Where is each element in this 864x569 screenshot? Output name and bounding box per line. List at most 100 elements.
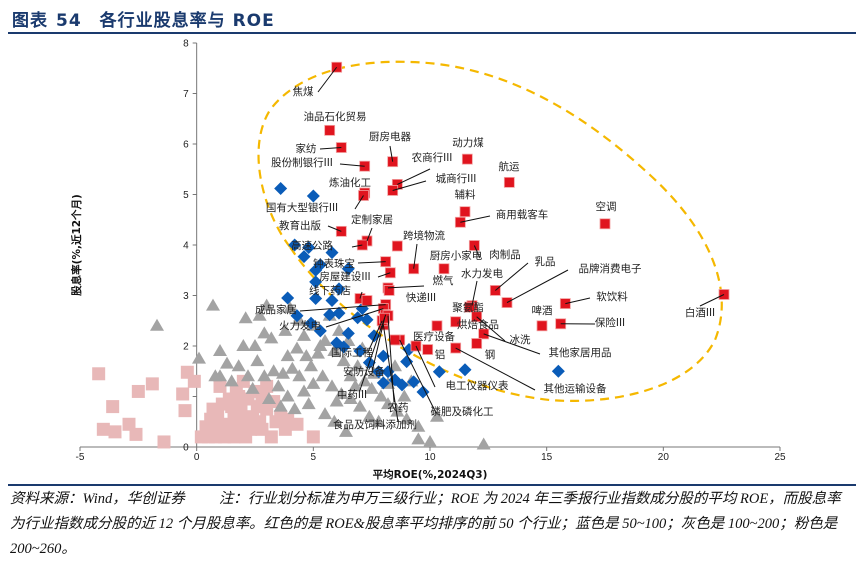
gray-point [423, 434, 437, 447]
gray-point [206, 298, 220, 311]
point-label: 辅料 [455, 188, 476, 201]
gray-point [362, 409, 377, 422]
x-axis-title: 平均ROE(%,2024Q3) [373, 468, 488, 481]
gray-point [476, 437, 491, 450]
figure-number: 54 [56, 11, 82, 31]
blue-point [297, 250, 311, 264]
blue-point [360, 313, 374, 327]
gray-point [150, 318, 164, 331]
gray-point [285, 361, 300, 374]
note-text: 注：行业划分标准为申万三级行业；ROE 为 2024 年三季报行业指数成分股的平… [10, 491, 841, 557]
y-tick-label: 3 [183, 291, 189, 302]
blue-point [376, 376, 390, 390]
x-tick-label: -5 [76, 452, 85, 463]
blue-point [395, 378, 409, 392]
blue-point [325, 294, 339, 308]
gray-point [224, 374, 239, 387]
pink-point [213, 379, 227, 393]
gray-point [313, 339, 328, 351]
y-tick-label: 0 [183, 443, 189, 454]
red-point [503, 176, 515, 188]
point-label: 火力发电 [279, 319, 321, 332]
gray-point [430, 409, 444, 422]
y-axis-title: 股息率(%,近12个月) [70, 194, 83, 296]
leader-line [471, 280, 478, 306]
figure-title: 图表 54 各行业股息率与 ROE [12, 6, 275, 31]
blue-point [323, 308, 337, 322]
leader-line [455, 347, 536, 391]
leader-line [399, 339, 437, 414]
footer-note: 资料来源：Wind，华创证券 注：行业划分标准为申万三级行业；ROE 为 2024… [10, 487, 850, 562]
gray-point [353, 399, 367, 412]
pink-point [129, 427, 143, 441]
blue-point [458, 363, 472, 377]
red-point [383, 285, 395, 296]
leader-line [473, 245, 481, 259]
gray-point [311, 346, 325, 359]
blue-point [372, 365, 386, 379]
red-point [391, 240, 403, 252]
pink-point [260, 379, 274, 393]
leader-line [359, 291, 363, 299]
point-label: 聚氨酯 [452, 301, 484, 314]
red-point [389, 334, 401, 346]
blue-point [306, 189, 320, 203]
gray-point [364, 381, 379, 394]
red-point [459, 206, 471, 218]
leader-line [357, 261, 386, 264]
gray-point [336, 354, 351, 367]
gray-point [264, 331, 279, 344]
point-label: 城商行III [436, 172, 477, 185]
title-divider [8, 32, 856, 34]
point-label: 高速公路 [291, 239, 333, 252]
gray-point [192, 351, 206, 364]
gray-point [283, 301, 297, 314]
pink-point [250, 400, 264, 414]
gray-point [290, 341, 304, 354]
gray-point [238, 311, 253, 324]
gray-point [280, 389, 295, 402]
gray-point [245, 381, 260, 394]
point-label: 国际工程 [331, 347, 373, 359]
point-label: 家纺 [296, 142, 317, 155]
pink-point [106, 400, 120, 414]
source-text: 资料来源：Wind，华创证券 [10, 491, 185, 507]
gray-point [262, 392, 276, 405]
x-tick-label: 15 [541, 452, 553, 463]
gray-point [287, 402, 302, 415]
gray-point [248, 339, 262, 351]
point-label: 冰洗 [510, 333, 531, 346]
gray-point [252, 308, 267, 321]
blue-point [313, 324, 327, 338]
blue-point [353, 344, 367, 358]
y-tick-label: 6 [183, 140, 189, 151]
pink-point [96, 422, 110, 436]
blue-point [432, 365, 446, 379]
blue-point [551, 364, 565, 378]
leader-line [413, 243, 418, 269]
y-tick-label: 2 [183, 342, 189, 353]
blue-point [332, 306, 346, 320]
gray-point [250, 354, 265, 367]
leader-line [392, 180, 427, 191]
blue-point [309, 263, 323, 277]
leader-line [565, 297, 591, 305]
gray-point [381, 397, 395, 410]
gray-point [301, 397, 316, 410]
point-label: 炼油化工 [329, 176, 371, 189]
pink-point [253, 415, 267, 429]
pink-point [176, 387, 190, 401]
point-label: 农商行III [412, 151, 453, 164]
gray-point [374, 389, 388, 402]
gray-point [334, 386, 349, 399]
point-label: 品牌消费电子 [579, 262, 642, 275]
leader-line [299, 304, 386, 312]
x-tick-label: 0 [194, 452, 200, 463]
leader-line [359, 314, 387, 391]
point-label: 电工仪器仪表 [446, 379, 509, 392]
point-label: 厨房电器 [369, 130, 411, 143]
gray-point [236, 339, 251, 351]
point-label: 啤酒 [532, 304, 553, 317]
point-label: 商用载客车 [496, 208, 549, 221]
point-label: 房屋建设III [319, 270, 370, 283]
